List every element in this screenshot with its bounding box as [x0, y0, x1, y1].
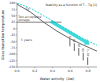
- y-tick: [16, 9, 17, 10]
- plot-area: [17, 3, 97, 65]
- title: Stability as a function of T – Tg [1]: [45, 3, 97, 7]
- range-label: 40 °C: [86, 49, 90, 57]
- y-tick-label: 100: [9, 1, 15, 5]
- range-bar: [83, 53, 84, 61]
- y-tick-label: -50: [10, 40, 15, 44]
- y-axis: [17, 3, 18, 67]
- y-tick: [16, 3, 17, 4]
- annotation-line: 5 years: [21, 38, 33, 42]
- annotation: Tg: [25, 7, 29, 11]
- annotation-line: Tg: [25, 7, 29, 11]
- x-tick-label: 0.6: [68, 69, 73, 73]
- y-tick: [16, 60, 17, 61]
- range-bar: [74, 43, 75, 51]
- y-tick-label: 0: [13, 27, 15, 31]
- annotation-line: storage: [18, 18, 30, 22]
- y-tick-label: -75: [10, 46, 15, 50]
- annotation: 5 years: [21, 38, 33, 42]
- y-tick: [16, 67, 17, 68]
- range-label: 10: [72, 39, 76, 43]
- y-tick-label: 25: [11, 20, 15, 24]
- y-tick: [16, 47, 17, 48]
- range-label: 20: [77, 43, 81, 47]
- y-tick: [16, 15, 17, 16]
- x-axis-label: Water activity (Aw): [40, 77, 75, 81]
- range-bar: [78, 48, 79, 56]
- range-label: 30: [81, 48, 85, 52]
- y-tick: [16, 28, 17, 29]
- range-bar: [69, 39, 70, 47]
- y-tick-label: -125: [8, 59, 15, 63]
- x-tick-label: 0.0: [14, 69, 19, 73]
- y-axis-label: Glass transition temperature: [1, 10, 5, 60]
- y-tick-label: -100: [8, 52, 15, 56]
- y-tick: [16, 41, 17, 42]
- y-tick: [16, 54, 17, 55]
- range-label: 0: [68, 36, 72, 38]
- x-axis: [17, 67, 97, 68]
- y-tick-label: 50: [11, 14, 15, 18]
- y-tick-label: 75: [11, 8, 15, 12]
- line: [17, 4, 97, 51]
- line: [17, 3, 97, 45]
- y-tick: [16, 35, 17, 36]
- x-tick-label: 0.2: [32, 69, 37, 73]
- annotation: Two acceptablestorage: [17, 15, 41, 22]
- x-tick-label: 0.4: [50, 69, 55, 73]
- x-tick-label: 0.8: [86, 69, 91, 73]
- y-tick: [16, 22, 17, 23]
- y-tick-label: -25: [10, 33, 15, 37]
- range-bar: [87, 57, 88, 65]
- chart: -150-125-100-75-50-2502550751000.00.20.4…: [0, 0, 100, 82]
